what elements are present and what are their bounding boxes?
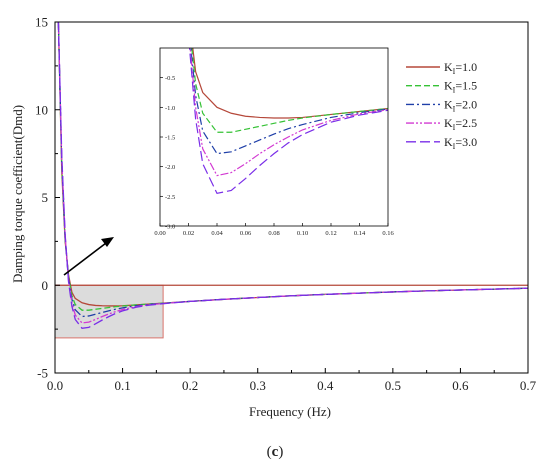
x-tick-label: 0.4	[317, 378, 334, 393]
inset-background	[160, 48, 388, 226]
legend-label-3: KI=2.0	[444, 97, 477, 113]
x-axis-title: Frequency (Hz)	[249, 404, 331, 419]
inset-x-tick-label: 0.00	[154, 230, 165, 237]
y-tick-label: 15	[35, 15, 48, 30]
inset-plot: 0.00 0.02 0.04 0.06 0.08 0.10 0.12 0.14 0.16 -0.5…	[154, 47, 394, 237]
x-tick-label: 0.2	[182, 378, 198, 393]
y-tick-label: 10	[35, 102, 48, 117]
main-series-group	[57, 22, 528, 329]
legend-label-2: KI=1.5	[444, 79, 477, 95]
x-tick-label: 0.6	[452, 378, 469, 393]
series-line-3	[57, 22, 528, 318]
inset-x-tick-label: 0.06	[240, 230, 252, 237]
main-plot: 0.0 0.1 0.2 0.3 0.4 0.5 0.6 0.7 -5 0 5 10 15	[35, 15, 537, 394]
inset-series-line-4	[189, 48, 388, 177]
inset-y-tick-label: -2.5	[165, 194, 175, 201]
figure-caption: (c)	[267, 444, 284, 460]
inset-x-tick-label: 0.14	[354, 230, 366, 237]
y-tick-label: 5	[42, 190, 49, 205]
caption-close: )	[278, 444, 283, 460]
inset-x-tick-label: 0.02	[183, 230, 194, 237]
x-tick-label: 0.1	[114, 378, 130, 393]
inset-x-tick-label: 0.10	[297, 230, 308, 237]
zoom-arrow-line	[63, 239, 111, 276]
x-tick-label: 0.5	[385, 378, 401, 393]
x-tick-label: 0.3	[250, 378, 266, 393]
inset-x-tick-label: 0.08	[268, 230, 279, 237]
inset-x-tick-label: 0.16	[382, 230, 394, 237]
inset-y-tick-label: -1.5	[165, 135, 175, 142]
caption-open: (	[267, 444, 272, 460]
series-line-5	[57, 22, 528, 329]
inset-x-tick-label: 0.12	[325, 230, 336, 237]
x-tick-label: 0.7	[520, 378, 537, 393]
y-axis-title: Damping torque coefficient(Dmd)	[10, 105, 25, 283]
inset-series-line-3	[190, 48, 388, 155]
x-tick-label: 0.0	[47, 378, 63, 393]
inset-y-tick-label: -2.0	[165, 164, 175, 171]
inset-series-line-2	[191, 48, 388, 133]
inset-y-tick-label: -1.0	[165, 105, 175, 112]
inset-series-group	[188, 48, 388, 195]
legend-label-4: KI=2.5	[444, 116, 477, 132]
inset-y-tick-label: -0.5	[165, 75, 175, 82]
y-tick-label: -5	[37, 366, 48, 381]
zoom-arrow-head	[101, 237, 114, 247]
legend-label-5: KI=3.0	[444, 135, 477, 151]
inset-x-tick-label: 0.04	[211, 230, 223, 237]
series-line-2	[57, 22, 528, 311]
legend: KI=1.0 KI=1.5 KI=2.0 KI=2.5 KI=3.0	[406, 60, 477, 151]
y-tick-label: 0	[42, 278, 49, 293]
inset-y-tick-label: -3.0	[165, 224, 175, 231]
legend-label-1: KI=1.0	[444, 60, 477, 76]
caption-letter: c	[272, 444, 279, 460]
